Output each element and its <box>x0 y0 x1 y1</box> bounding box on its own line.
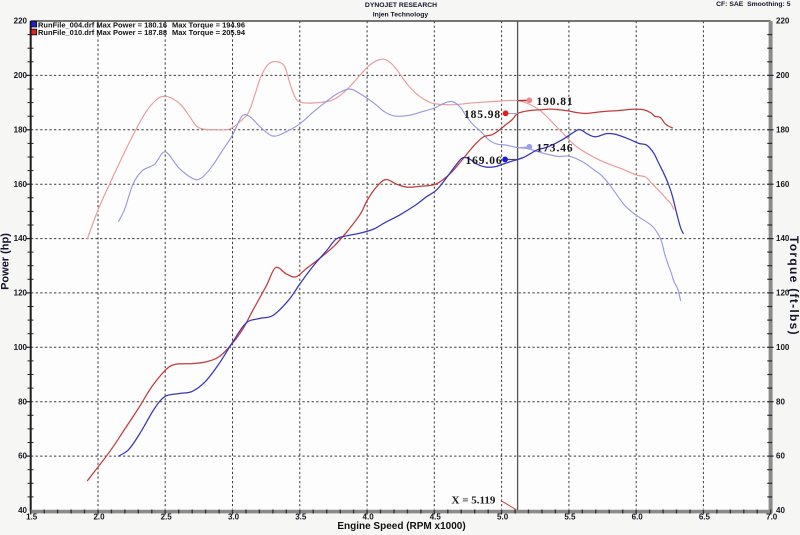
svg-text:5.0: 5.0 <box>497 512 509 521</box>
svg-text:80: 80 <box>776 397 785 406</box>
svg-text:5.5: 5.5 <box>564 512 576 521</box>
svg-text:RunFile_004.drf Max Power = 18: RunFile_004.drf Max Power = 180.16 <box>38 20 167 29</box>
svg-text:180: 180 <box>776 125 790 134</box>
svg-text:CF: SAE Smoothing: 5: CF: SAE Smoothing: 5 <box>716 1 791 8</box>
svg-text:RunFile_010.drf Max Power = 18: RunFile_010.drf Max Power = 187.88 <box>38 28 167 37</box>
svg-text:100: 100 <box>776 343 790 352</box>
svg-text:3.0: 3.0 <box>228 512 240 521</box>
svg-text:2.0: 2.0 <box>93 512 105 521</box>
svg-text:Max Torque = 194.96: Max Torque = 194.96 <box>172 20 245 29</box>
svg-text:80: 80 <box>18 397 27 406</box>
svg-text:200: 200 <box>776 71 790 80</box>
svg-text:Power (hp): Power (hp) <box>0 233 12 290</box>
svg-text:180: 180 <box>14 125 28 134</box>
svg-text:40: 40 <box>18 506 27 515</box>
svg-text:3.5: 3.5 <box>295 512 307 521</box>
svg-text:160: 160 <box>776 180 790 189</box>
svg-text:Engine Speed (RPM x1000): Engine Speed (RPM x1000) <box>337 521 465 532</box>
svg-text:7.0: 7.0 <box>766 512 778 521</box>
svg-text:120: 120 <box>776 289 790 298</box>
svg-text:4.5: 4.5 <box>430 512 442 521</box>
svg-text:Torque (ft-lbs): Torque (ft-lbs) <box>787 236 800 336</box>
svg-text:220: 220 <box>14 17 28 26</box>
svg-text:185.98: 185.98 <box>464 109 501 121</box>
svg-text:X = 5.119: X = 5.119 <box>452 495 496 507</box>
svg-text:200: 200 <box>14 71 28 80</box>
svg-text:Injen Technology: Injen Technology <box>373 11 429 18</box>
svg-text:DYNOJET RESEARCH: DYNOJET RESEARCH <box>365 2 437 9</box>
svg-text:190.81: 190.81 <box>537 96 574 108</box>
svg-text:100: 100 <box>14 343 28 352</box>
svg-text:4.0: 4.0 <box>363 512 375 521</box>
svg-text:60: 60 <box>776 452 785 461</box>
svg-text:120: 120 <box>14 289 28 298</box>
svg-text:140: 140 <box>776 234 790 243</box>
svg-text:2.5: 2.5 <box>161 512 173 521</box>
svg-text:173.46: 173.46 <box>537 142 574 154</box>
svg-text:6.5: 6.5 <box>699 512 711 521</box>
svg-text:6.0: 6.0 <box>632 512 644 521</box>
svg-text:140: 140 <box>14 234 28 243</box>
svg-text:160: 160 <box>14 180 28 189</box>
svg-text:60: 60 <box>18 452 27 461</box>
svg-text:220: 220 <box>776 17 790 26</box>
svg-text:169.06: 169.06 <box>466 155 503 167</box>
svg-text:1.5: 1.5 <box>26 512 38 521</box>
svg-text:40: 40 <box>776 506 785 515</box>
svg-text:Max Torque = 205.94: Max Torque = 205.94 <box>172 28 246 37</box>
